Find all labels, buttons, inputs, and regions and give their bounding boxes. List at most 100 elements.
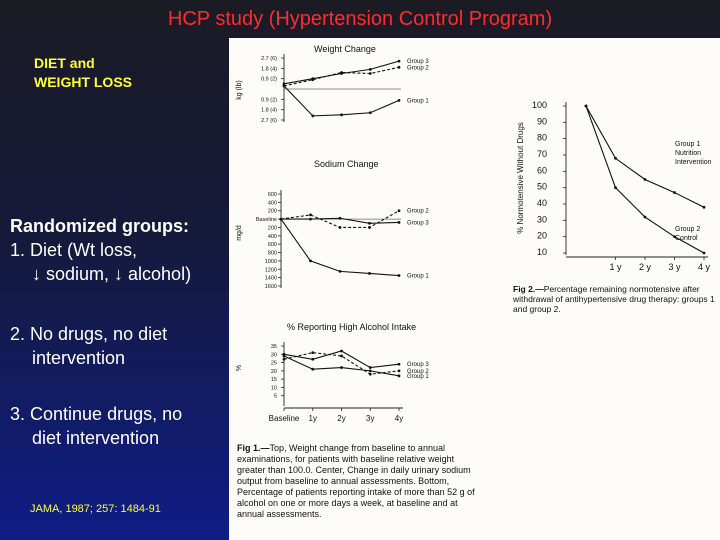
data-point [368,272,371,275]
y-tick-label: 1200 [265,267,277,273]
y-tick-label: 1.8 (4) [261,108,277,114]
x-tick-label: 4y [395,414,403,423]
y-tick-label: 200 [268,225,277,231]
y-tick-label: 5 [274,394,277,400]
data-point [279,217,283,221]
data-point [368,226,371,229]
figure-charts: Weight Change kg (lb) 2.7 (6) 1.8 (4) 0.9 (2… [236,44,712,423]
x-tick-label: 3 y [668,262,681,272]
data-point [397,65,401,69]
data-point [340,354,343,358]
y-axis-label: kg (lb) [236,80,243,99]
y-tick-label: 20 [537,231,547,241]
fig2-caption-lead: Fig 2.— [513,284,544,294]
series-label: Group 3 [407,59,429,65]
data-point [340,71,343,74]
y-tick-label: 600 [268,242,277,248]
group-line: diet intervention [32,428,160,448]
series-label: Group 3 [407,362,429,368]
y-tick-label: 40 [537,198,547,208]
data-point [311,367,315,371]
data-point [311,78,315,82]
series-label: Group 1 [675,141,700,148]
y-tick-label: 400 [268,200,277,206]
data-point [643,178,647,181]
scanned-figure-panel: Weight Change kg (lb) 2.7 (6) 1.8 (4) 0.9 (2… [229,38,720,540]
x-tick-label: Baseline [269,414,300,423]
series-label: Group 2 [407,369,429,375]
series-line [283,66,400,87]
series-label: Group 2 [407,65,429,71]
group-line: 1. Diet (Wt loss, [10,240,138,260]
y-tick-label: 60 [537,165,547,175]
data-point [340,113,343,117]
series-label: Intervention [675,159,712,166]
data-point [368,366,372,369]
subheading-line: WEIGHT LOSS [34,74,132,90]
fig2-caption-text: Percentage remaining normotensive after … [513,284,715,314]
group-line: intervention [32,348,126,368]
fig1-caption-lead: Fig 1.— [237,443,270,453]
series-label: Group 2 [407,209,429,215]
x-tick-label: 1y [309,414,317,423]
y-tick-label: 30 [537,214,547,224]
y-tick-label: 70 [537,149,547,159]
series-label: Group 3 [407,220,429,226]
y-axis-label: % Normotensive Without Drugs [516,122,525,234]
y-tick-label: 1600 [265,284,277,290]
data-point [309,259,312,263]
data-point [282,357,286,361]
citation: JAMA, 1987; 257: 1484-91 [30,503,161,515]
data-point [702,205,706,209]
x-tick-label: 1 y [609,262,622,272]
y-axis-label: mg/d [236,225,243,241]
data-point [397,59,401,63]
data-point [338,226,342,229]
data-point [338,216,342,220]
y-tick-label: 1400 [265,276,277,282]
data-point [368,111,372,115]
group-line: 2. No drugs, no diet [10,324,168,344]
series-label: Group 1 [407,374,429,380]
data-point [702,251,706,255]
y-tick-label: 10 [271,385,277,391]
chart-title: Sodium Change [314,159,379,169]
y-tick-label: 0.9 (2) [261,77,277,83]
data-point [397,374,401,378]
series-label: Group 2 [675,226,700,233]
group-line: ↓ sodium, ↓ alcohol) [32,264,192,284]
y-tick-label: 2.7 (6) [261,56,277,62]
y-tick-label: 35 [271,344,277,350]
data-point [338,269,342,273]
slide-subheading: DIET and WEIGHT LOSS [34,54,224,92]
fig1-caption-text: Top, Weight change from baseline to annu… [237,443,475,519]
data-point [340,349,343,353]
y-tick-label: 600 [268,192,277,198]
y-tick-label: 100 [532,100,547,110]
data-point [397,369,401,373]
data-point [614,186,617,190]
data-point [397,362,401,366]
data-point [368,369,372,373]
fig1-caption: Fig 1.—Top, Weight change from baseline … [237,443,477,520]
data-point [368,67,372,71]
data-point [397,221,401,224]
y-tick-label: 1.8 (4) [261,66,277,72]
y-tick-label: 400 [268,234,277,240]
series-label: Group 1 [407,274,429,280]
x-tick-label: 4 y [698,262,711,272]
series-label: Control [675,235,698,242]
y-tick-label: 200 [268,209,277,215]
y-tick-label: 10 [537,247,547,257]
y-tick-label: 1000 [265,259,277,265]
x-tick-label: 2y [337,414,345,423]
fig2-caption: Fig 2.—Percentage remaining normotensive… [513,284,720,314]
data-point [311,357,315,361]
group-line: 3. Continue drugs, no [10,404,183,424]
data-point [397,209,401,213]
data-point [368,221,371,225]
y-tick-label: 800 [268,251,277,257]
y-tick-label: 25 [271,361,277,367]
randomized-groups-heading: Randomized groups: [10,216,189,236]
y-tick-label: 80 [537,133,547,143]
